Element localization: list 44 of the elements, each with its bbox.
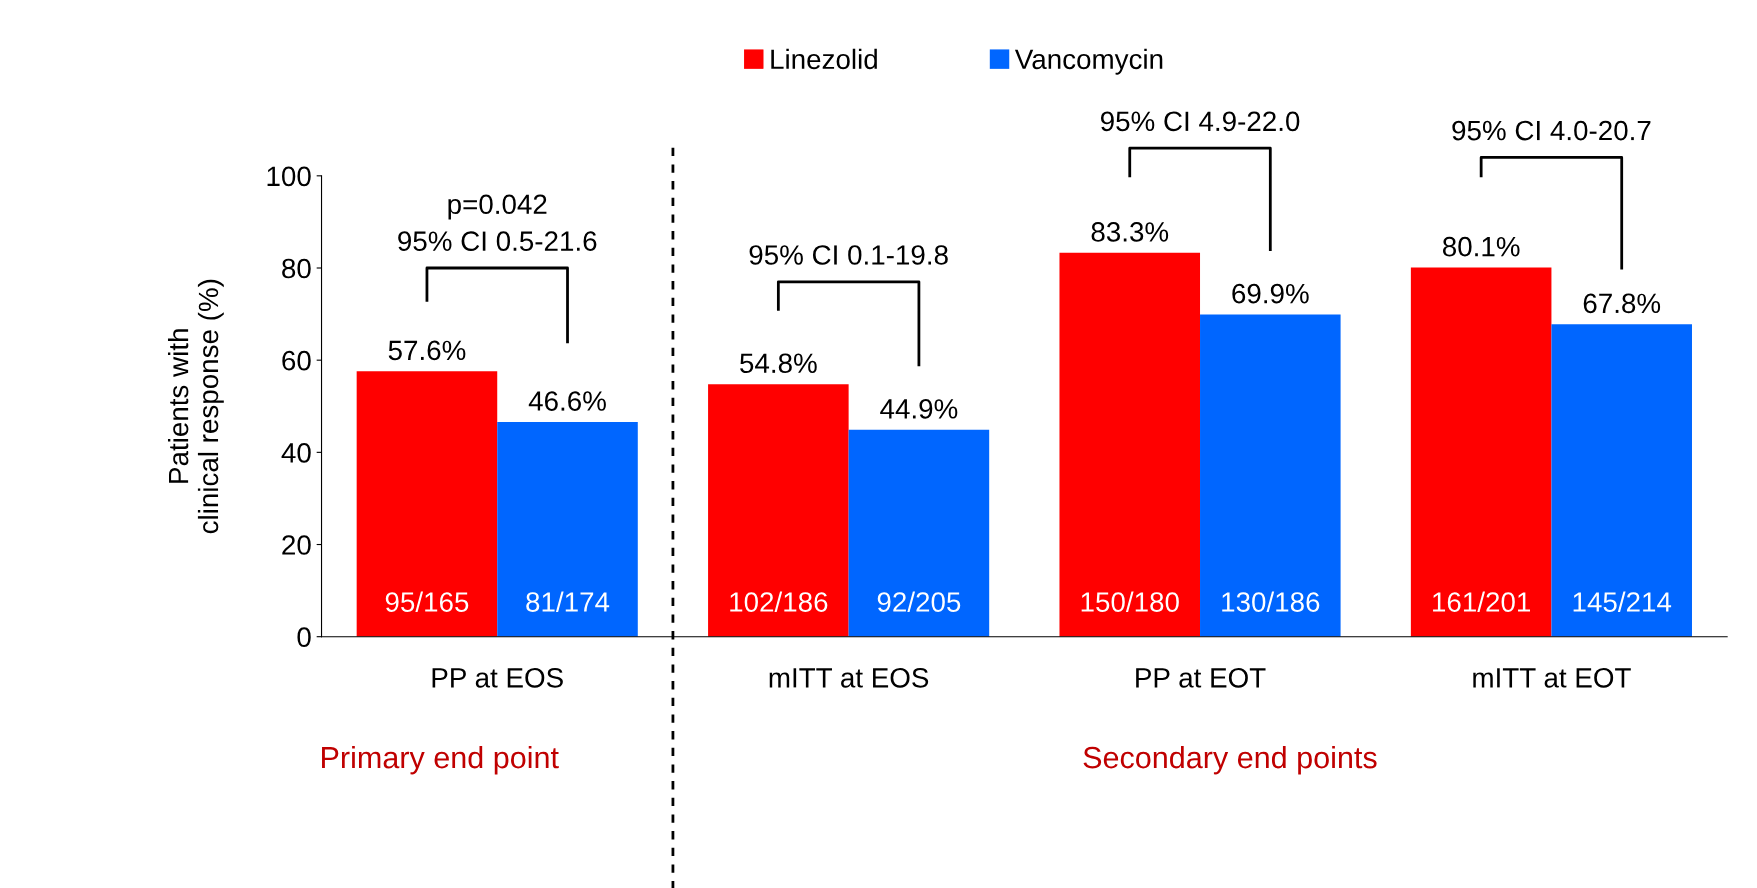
annotation: 161/201 — [1433, 591, 1531, 612]
bar — [497, 421, 638, 637]
y-axis-title: Patients with clinical response (%) — [167, 279, 224, 534]
bar — [848, 429, 990, 637]
y-tick-label: 80 — [282, 258, 311, 279]
data-label: 57.6% — [388, 340, 466, 361]
annotation: 92/205 — [877, 591, 961, 612]
text: Secondary end points — [1083, 745, 1377, 775]
y-tick-label: 40 — [281, 443, 311, 463]
x-tick-label: mITT at EOS — [769, 667, 929, 688]
x-tick-label: mITT at EOT — [1473, 667, 1631, 688]
text: 95% CI 4.0-20.7 — [1452, 120, 1651, 141]
bar — [1059, 252, 1201, 637]
bar — [708, 384, 849, 637]
annotation: 95% CI 0.5-21.6 — [398, 231, 597, 251]
bar — [356, 371, 498, 637]
annotation: 102/186 — [730, 591, 828, 612]
y-tick-label: 60 — [282, 350, 311, 371]
x-tick-label: PP at EOT — [1136, 667, 1266, 688]
bar — [1200, 314, 1341, 637]
data-label: 54.8% — [740, 353, 817, 374]
data-label: 67.8% — [1583, 293, 1661, 314]
x-tick-label: PP at EOS — [432, 667, 563, 688]
data-label: 83.3% — [1091, 222, 1169, 242]
y-tick-label: 20 — [282, 535, 311, 555]
annotation: 81/174 — [526, 591, 610, 612]
text: Primary end point — [322, 745, 559, 775]
bar — [1410, 267, 1552, 637]
data-label: 80.1% — [1442, 236, 1520, 257]
annotation: 150/180 — [1081, 591, 1179, 612]
data-label: 44.9% — [880, 399, 958, 419]
annotation: p=0.042 — [448, 194, 547, 220]
annotation: 145/214 — [1573, 591, 1672, 612]
y-tick-label: 100 — [267, 166, 311, 187]
data-label: 46.6% — [528, 391, 606, 411]
annotation: 130/186 — [1222, 591, 1320, 612]
data-label: 69.9% — [1232, 283, 1309, 304]
text: 95% CI 4.9-22.0 — [1100, 111, 1300, 132]
bar — [1551, 324, 1692, 637]
y-tick-label: 0 — [297, 627, 311, 648]
annotation: 95/165 — [385, 591, 469, 612]
legend-label: Vancomycin — [1014, 48, 1163, 75]
legend-label: Linezolid — [771, 48, 877, 70]
annotation: 95% CI 0.1-19.8 — [749, 245, 948, 265]
